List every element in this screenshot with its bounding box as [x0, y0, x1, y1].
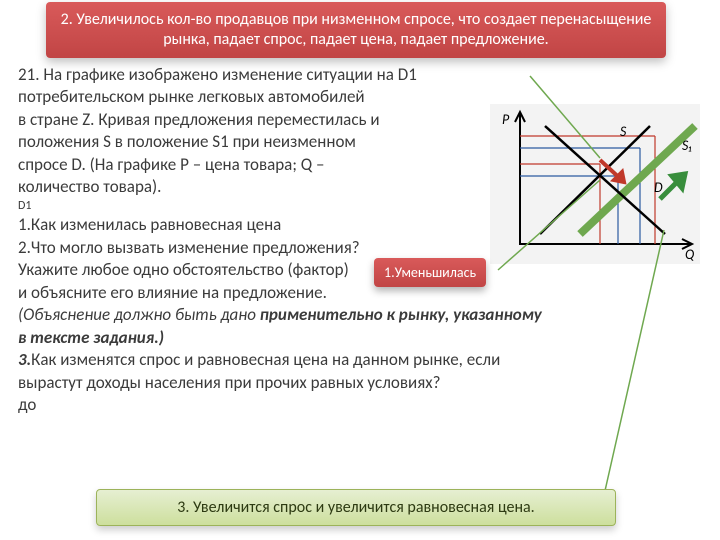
line-12b: применительно к рынку, указанному: [260, 304, 542, 325]
line-14: 3.Как изменятся спрос и равновесная цена…: [18, 349, 702, 371]
line-14b: Как изменятся спрос и равновесная цена н…: [31, 349, 500, 370]
line-13: в тексте задания.): [18, 327, 702, 349]
line-12a: (Объяснение должно быть дано: [18, 304, 260, 325]
banner-bottom: 3. Увеличится спрос и увеличится равнове…: [96, 489, 616, 526]
line-12: (Объяснение должно быть дано применитель…: [18, 304, 702, 326]
line-15: вырастут доходы населения при прочих рав…: [18, 372, 702, 394]
line-14a: 3.: [18, 349, 31, 370]
label-p: P: [502, 111, 510, 128]
line-16: до: [18, 394, 702, 416]
curve-d: [545, 126, 665, 234]
label-q: Q: [685, 246, 694, 263]
label-d: D: [654, 179, 663, 196]
label-s1: S₁: [682, 137, 692, 154]
label-s: S: [620, 123, 627, 140]
slide: 2. Увеличилось кол-во продавцов при низм…: [0, 0, 720, 540]
badge-answer-1: 1.Уменьшилась: [374, 258, 486, 287]
banner-top: 2. Увеличилось кол-во продавцов при низм…: [46, 2, 666, 58]
line-11: и объясните его влияние на предложение.: [18, 282, 702, 304]
supply-demand-chart: P Q S S₁ D: [490, 104, 700, 264]
line-1: 21. На графике изображено изменение ситу…: [18, 64, 702, 86]
chart-svg: P Q S S₁ D: [490, 104, 700, 264]
